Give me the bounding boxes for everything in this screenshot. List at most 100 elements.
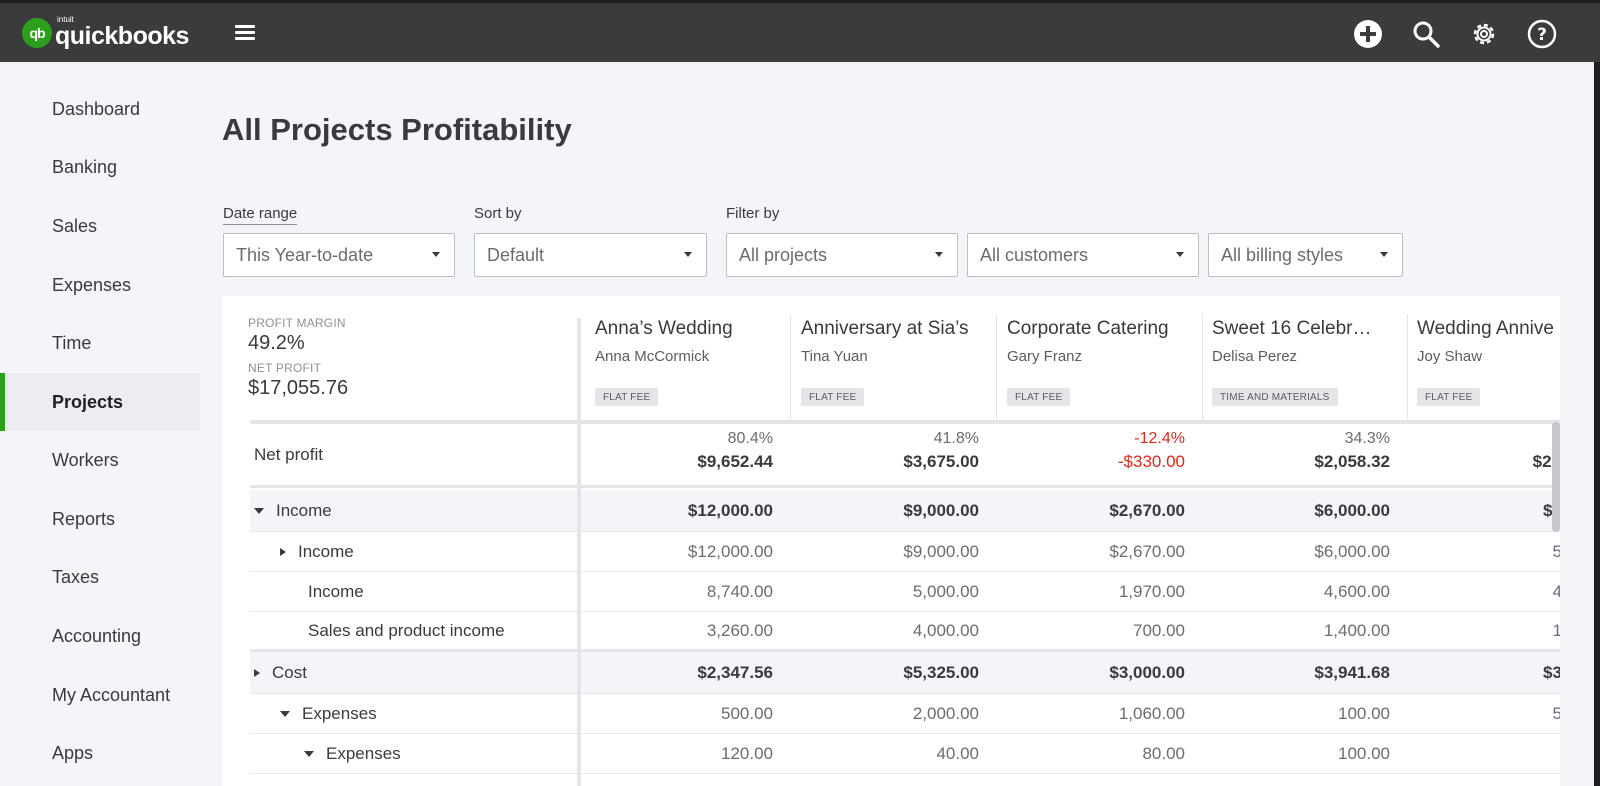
billing-style-badge: FLAT FEE bbox=[595, 388, 659, 406]
help-icon[interactable]: ? bbox=[1526, 18, 1558, 50]
chevron-down-icon bbox=[1380, 252, 1388, 257]
table-cell: 8,740.00 bbox=[706, 581, 773, 601]
table-cell: $6,000.00 bbox=[1314, 500, 1390, 520]
table-cell: 1,060.00 bbox=[1118, 703, 1185, 723]
quickbooks-logo[interactable]: qb intuit quickbooks bbox=[22, 16, 189, 49]
table-cell: 40.00 bbox=[936, 743, 979, 763]
project-name[interactable]: Anna’s Wedding bbox=[595, 318, 733, 339]
net-profit-percent: 40 bbox=[1407, 430, 1560, 448]
chevron-down-icon bbox=[684, 252, 692, 257]
profitability-table: PROFIT MARGIN 49.2% NET PROFIT $17,055.7… bbox=[222, 296, 1560, 786]
table-row[interactable]: Income $12,000.00 $9,000.00 $2,670.00 $6,000… bbox=[250, 490, 1560, 532]
table-cell: $6,000.00 bbox=[1314, 541, 1390, 561]
project-column-header[interactable]: Corporate Catering Gary Franz FLAT FEE bbox=[997, 314, 1203, 420]
customers-filter-dropdown[interactable]: All customers bbox=[967, 233, 1199, 277]
table-cell: 80.00 bbox=[1142, 743, 1185, 763]
net-profit-label: NET PROFIT bbox=[248, 361, 322, 375]
net-profit-cell: 40 $2,000.( bbox=[1407, 430, 1560, 472]
sort-by-label: Sort by bbox=[474, 205, 522, 222]
sidebar-item-dashboard[interactable]: Dashboard bbox=[52, 98, 141, 119]
project-customer: Delisa Perez bbox=[1212, 348, 1298, 365]
sort-by-dropdown[interactable]: Default bbox=[474, 233, 707, 277]
date-range-dropdown[interactable]: This Year-to-date bbox=[223, 233, 455, 277]
search-icon[interactable] bbox=[1410, 18, 1442, 50]
expand-triangle-icon[interactable] bbox=[280, 547, 286, 556]
project-name[interactable]: Sweet 16 Celebr… bbox=[1212, 318, 1372, 339]
table-cell: 100.00 bbox=[1338, 743, 1390, 763]
table-cell: 3,260.00 bbox=[706, 620, 773, 640]
top-bar: qb intuit quickbooks ? bbox=[0, 0, 1600, 62]
collapse-triangle-icon[interactable] bbox=[254, 507, 264, 514]
billing-style-badge: TIME AND MATERIALS bbox=[1212, 388, 1338, 406]
project-customer: Anna McCormick bbox=[595, 348, 710, 365]
sidebar-item-sales[interactable]: Sales bbox=[52, 215, 98, 236]
window-edge bbox=[1594, 62, 1600, 786]
sidebar-item-apps[interactable]: Apps bbox=[52, 742, 94, 763]
profit-margin-label: PROFIT MARGIN bbox=[248, 316, 346, 330]
page-title: All Projects Profitability bbox=[222, 112, 572, 147]
chevron-down-icon bbox=[935, 252, 943, 257]
row-label-wrap: Income bbox=[280, 532, 354, 571]
plus-circle-icon[interactable] bbox=[1352, 18, 1384, 50]
project-column-header[interactable]: Anna’s Wedding Anna McCormick FLAT FEE bbox=[585, 314, 791, 420]
row-label: Cost bbox=[272, 662, 307, 682]
horizontal-scrollbar[interactable] bbox=[1552, 422, 1560, 532]
gear-icon[interactable] bbox=[1468, 18, 1500, 50]
sidebar-item-time[interactable]: Time bbox=[52, 332, 92, 353]
table-row: Income 8,740.00 5,000.00 1,970.00 4,600.00 4,… bbox=[250, 572, 1560, 612]
table-row[interactable]: Income $12,000.00 $9,000.00 $2,670.00 $6,000… bbox=[250, 532, 1560, 572]
brand-name: quickbooks bbox=[55, 22, 189, 50]
project-name[interactable]: Wedding Annive bbox=[1417, 318, 1554, 339]
expand-triangle-icon[interactable] bbox=[254, 668, 260, 677]
sidebar-item-my-accountant[interactable]: My Accountant bbox=[52, 684, 171, 705]
net-profit-cell: 80.4% $9,652.44 bbox=[585, 430, 791, 472]
billing-filter-value: All billing styles bbox=[1221, 244, 1344, 265]
project-column-header[interactable]: Wedding Annive Joy Shaw FLAT FEE bbox=[1407, 314, 1560, 420]
svg-text:?: ? bbox=[1537, 25, 1547, 45]
net-profit-percent: 34.3% bbox=[1344, 430, 1390, 447]
project-column-header[interactable]: Sweet 16 Celebr… Delisa Perez TIME AND MAT… bbox=[1202, 314, 1408, 420]
qb-logo-mark: qb bbox=[22, 17, 52, 48]
table-cell: 4,600.00 bbox=[1323, 581, 1390, 601]
net-profit-amount: $2,000.( bbox=[1532, 452, 1560, 471]
customers-filter-value: All customers bbox=[980, 244, 1089, 265]
table-row[interactable]: Expenses 500.00 2,000.00 1,060.00 100.00 5,40… bbox=[250, 694, 1560, 734]
sidebar-item-banking[interactable]: Banking bbox=[52, 156, 118, 177]
table-cell: 5,400 bbox=[1552, 703, 1560, 723]
net-profit-amount: -$330.00 bbox=[1117, 452, 1185, 471]
collapse-triangle-icon[interactable] bbox=[304, 750, 314, 757]
table-row[interactable]: Cost $2,347.56 $5,325.00 $3,000.00 $3,941.68… bbox=[250, 652, 1560, 694]
row-label-wrap: Cost bbox=[254, 652, 307, 693]
row-label: Net profit bbox=[254, 444, 323, 464]
billing-filter-dropdown[interactable]: All billing styles bbox=[1208, 233, 1403, 277]
sidebar-item-projects[interactable]: Projects bbox=[0, 373, 200, 431]
sort-by-value: Default bbox=[487, 244, 545, 265]
table-cell: $12,000.00 bbox=[687, 541, 773, 561]
sidebar-item-expenses[interactable]: Expenses bbox=[52, 274, 132, 295]
sidebar-item-workers[interactable]: Workers bbox=[52, 449, 119, 470]
net-profit-percent: 80.4% bbox=[727, 430, 773, 447]
sidebar-item-reports[interactable]: Reports bbox=[52, 508, 116, 529]
project-name[interactable]: Anniversary at Sia’s bbox=[801, 318, 969, 339]
sidebar: Dashboard Banking Sales Expenses Time Pr… bbox=[0, 62, 200, 786]
table-cell: $2,670.00 bbox=[1109, 541, 1185, 561]
billing-style-badge: FLAT FEE bbox=[1007, 388, 1071, 406]
filter-by-label: Filter by bbox=[726, 205, 780, 222]
sidebar-item-accounting[interactable]: Accounting bbox=[52, 625, 142, 646]
row-label: Expenses bbox=[302, 703, 377, 723]
table-cell: 700.00 bbox=[1133, 620, 1185, 640]
project-customer: Tina Yuan bbox=[801, 348, 868, 365]
sidebar-item-taxes[interactable]: Taxes bbox=[52, 566, 100, 587]
project-column-header[interactable]: Anniversary at Sia’s Tina Yuan FLAT FEE bbox=[791, 314, 997, 420]
project-customer: Joy Shaw bbox=[1417, 348, 1483, 365]
net-profit-row: Net profit 80.4% $9,652.44 41.8% $3,675.00-… bbox=[250, 424, 1560, 488]
table-cell: $3,941.68 bbox=[1314, 662, 1390, 682]
date-range-value: This Year-to-date bbox=[236, 244, 374, 265]
table-row[interactable]: Expenses 120.00 40.00 80.00 100.00 4! bbox=[250, 734, 1560, 774]
project-name[interactable]: Corporate Catering bbox=[1007, 318, 1169, 339]
projects-filter-dropdown[interactable]: All projects bbox=[726, 233, 958, 277]
menu-icon[interactable] bbox=[234, 22, 255, 43]
collapse-triangle-icon[interactable] bbox=[280, 710, 290, 717]
table-cell: 5,000 bbox=[1552, 541, 1560, 561]
net-profit-cell: -12.4% -$330.00 bbox=[997, 430, 1203, 472]
